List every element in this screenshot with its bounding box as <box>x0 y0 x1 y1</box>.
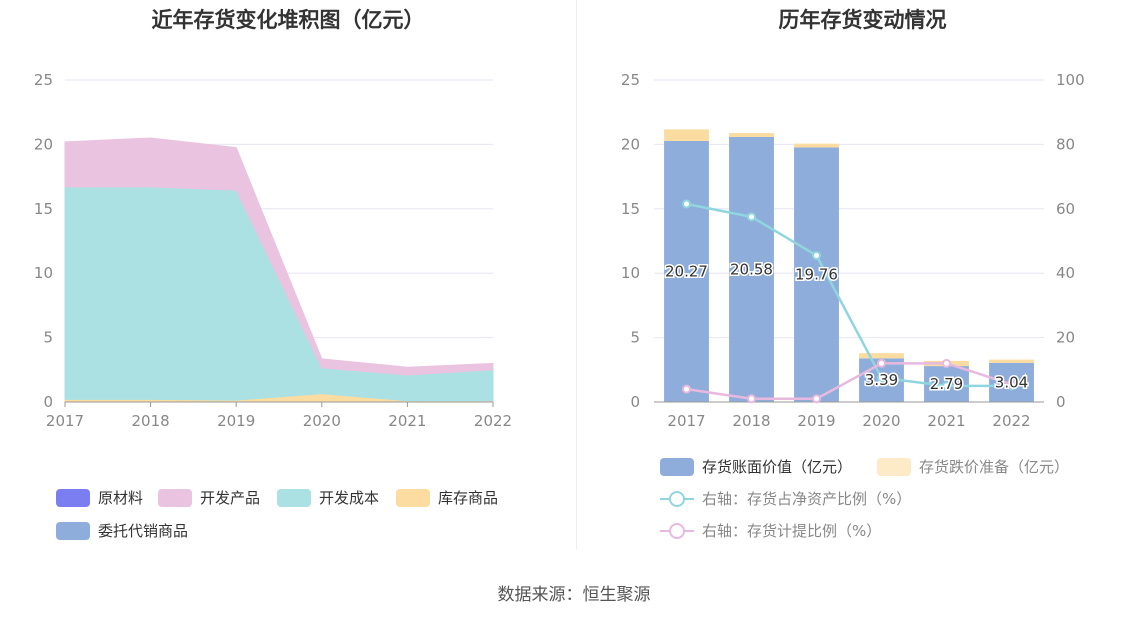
legend-item-finished[interactable]: 开发产品 <box>158 487 260 508</box>
x-tick-label: 2019 <box>797 412 835 430</box>
x-tick-label: 2020 <box>862 412 900 430</box>
bar-book-value <box>729 136 774 402</box>
y-right-tick-label: 40 <box>1056 264 1075 282</box>
y-left-tick-label: 25 <box>621 71 640 89</box>
legend-swatch-stock-goods <box>396 488 430 507</box>
x-tick-label: 2022 <box>474 412 512 430</box>
y-left-tick-label: 10 <box>621 264 640 282</box>
right-chart-title: 历年存货变动情况 <box>778 8 947 32</box>
y-tick-label: 25 <box>34 71 53 89</box>
legend-item-raw[interactable]: 原材料 <box>56 487 143 508</box>
legend-label-ratio: 右轴：存货占净资产比例（%） <box>702 490 912 508</box>
legend-swatch-finished <box>158 488 192 507</box>
bar-value-label: 19.76 <box>795 266 838 284</box>
legend-item-impairment[interactable]: 存货跌价准备（亿元） <box>877 456 1069 477</box>
y-right-tick-label: 0 <box>1056 393 1066 411</box>
left-legend: 原材料 开发产品 开发成本 库存商品 委托代销商品 <box>0 0 576 560</box>
x-tick-label: 2021 <box>388 412 426 430</box>
legend-swatch-consign <box>56 521 90 540</box>
y-tick-label: 0 <box>43 393 53 411</box>
point-inventory-provision-ratio <box>942 358 951 368</box>
line-inventory-net-asset-ratio <box>686 202 1012 388</box>
bar-book-value <box>664 140 709 402</box>
bar-impairment <box>664 129 709 141</box>
point-inventory-provision-ratio <box>682 384 691 394</box>
point-inventory-provision-ratio <box>747 394 756 404</box>
y-tick-label: 10 <box>34 264 53 282</box>
point-inventory-provision-ratio <box>877 358 886 368</box>
legend-label-finished: 开发产品 <box>200 489 261 507</box>
left-chart-title: 近年存货变化堆积图（亿元） <box>151 8 425 32</box>
x-tick-label: 2018 <box>132 412 170 430</box>
y-left-tick-label: 5 <box>630 329 640 347</box>
legend-item-book-value[interactable]: 存货账面价值（亿元） <box>660 456 852 477</box>
legend-label-impairment: 存货跌价准备（亿元） <box>919 458 1070 476</box>
point-inventory-net-asset-ratio <box>682 199 691 209</box>
legend-item-dev-cost[interactable]: 开发成本 <box>277 487 379 508</box>
bar-impairment <box>859 353 904 359</box>
legend-swatch-book-value <box>660 457 694 476</box>
x-tick-label: 2018 <box>732 412 770 430</box>
legend-swatch-provision <box>660 522 694 540</box>
bar-value-label: 3.39 <box>865 371 898 389</box>
point-inventory-net-asset-ratio <box>812 250 821 260</box>
x-tick-label: 2021 <box>927 412 965 430</box>
y-right-tick-label: 100 <box>1056 71 1085 89</box>
area-development-products <box>64 137 494 376</box>
x-tick-label: 2022 <box>992 412 1030 430</box>
x-tick-label: 2019 <box>217 412 255 430</box>
bar-value-label: 3.04 <box>995 373 1028 391</box>
y-tick-label: 5 <box>43 329 53 347</box>
legend-item-stock-goods[interactable]: 库存商品 <box>396 487 498 508</box>
y-tick-label: 15 <box>34 200 53 218</box>
point-inventory-provision-ratio <box>1007 379 1016 389</box>
y-left-tick-label: 20 <box>621 135 640 153</box>
point-inventory-net-asset-ratio <box>942 381 951 391</box>
x-tick-label: 2020 <box>303 412 341 430</box>
legend-item-ratio[interactable]: 右轴：存货占净资产比例（%） <box>660 488 911 509</box>
y-left-tick-label: 15 <box>621 200 640 218</box>
data-source-note: 数据来源：恒生聚源 <box>497 585 651 605</box>
y-right-tick-label: 80 <box>1056 135 1075 153</box>
legend-label-provision: 右轴：存货计提比例（%） <box>702 522 882 540</box>
legend-item-provision[interactable]: 右轴：存货计提比例（%） <box>660 520 881 541</box>
legend-label-consign: 委托代销商品 <box>98 522 189 540</box>
bar-value-label: 20.27 <box>665 262 708 280</box>
x-tick-label: 2017 <box>46 412 84 430</box>
legend-label-stock-goods: 库存商品 <box>438 489 499 507</box>
legend-item-consign[interactable]: 委托代销商品 <box>56 520 188 541</box>
right-legend: 存货账面价值（亿元） 存货跌价准备（亿元） 右轴：存货占净资产比例（%） 右轴：… <box>577 0 1148 560</box>
y-left-tick-label: 0 <box>630 393 640 411</box>
legend-swatch-impairment <box>877 457 911 476</box>
point-inventory-net-asset-ratio <box>877 373 886 383</box>
line-inventory-provision-ratio <box>686 362 1012 401</box>
legend-swatch-ratio <box>660 490 694 508</box>
legend-swatch-raw <box>56 488 90 507</box>
bar-impairment <box>729 133 774 137</box>
y-right-tick-label: 60 <box>1056 200 1075 218</box>
x-tick-label: 2017 <box>667 412 705 430</box>
bar-value-label: 20.58 <box>730 260 773 278</box>
y-right-tick-label: 20 <box>1056 329 1075 347</box>
legend-swatch-dev-cost <box>277 488 311 507</box>
left-chart-panel: 近年存货变化堆积图（亿元） 0 5 10 15 20 25 2017 2018 2019 2020… <box>0 0 576 560</box>
y-tick-label: 20 <box>34 135 53 153</box>
legend-label-book-value: 存货账面价值（亿元） <box>702 458 853 476</box>
legend-label-dev-cost: 开发成本 <box>319 489 380 507</box>
legend-label-raw: 原材料 <box>98 489 144 507</box>
bar-book-value <box>794 147 839 402</box>
bar-impairment <box>989 359 1034 363</box>
point-inventory-net-asset-ratio <box>747 212 756 222</box>
right-chart-panel: 历年存货变动情况 0 5 10 15 20 25 0 20 40 60 80 100 2017 2018 2… <box>577 0 1148 560</box>
bar-impairment <box>794 143 839 148</box>
point-inventory-provision-ratio <box>812 394 821 404</box>
bar-line-combo-chart: 0 5 10 15 20 25 0 20 40 60 80 100 2017 2018 2019 2020 20… <box>621 71 1085 430</box>
panel-divider <box>576 0 577 550</box>
stacked-area-chart: 0 5 10 15 20 25 2017 2018 2019 2020 2021 2022 <box>34 71 512 430</box>
bar-value-label: 2.79 <box>930 375 963 393</box>
